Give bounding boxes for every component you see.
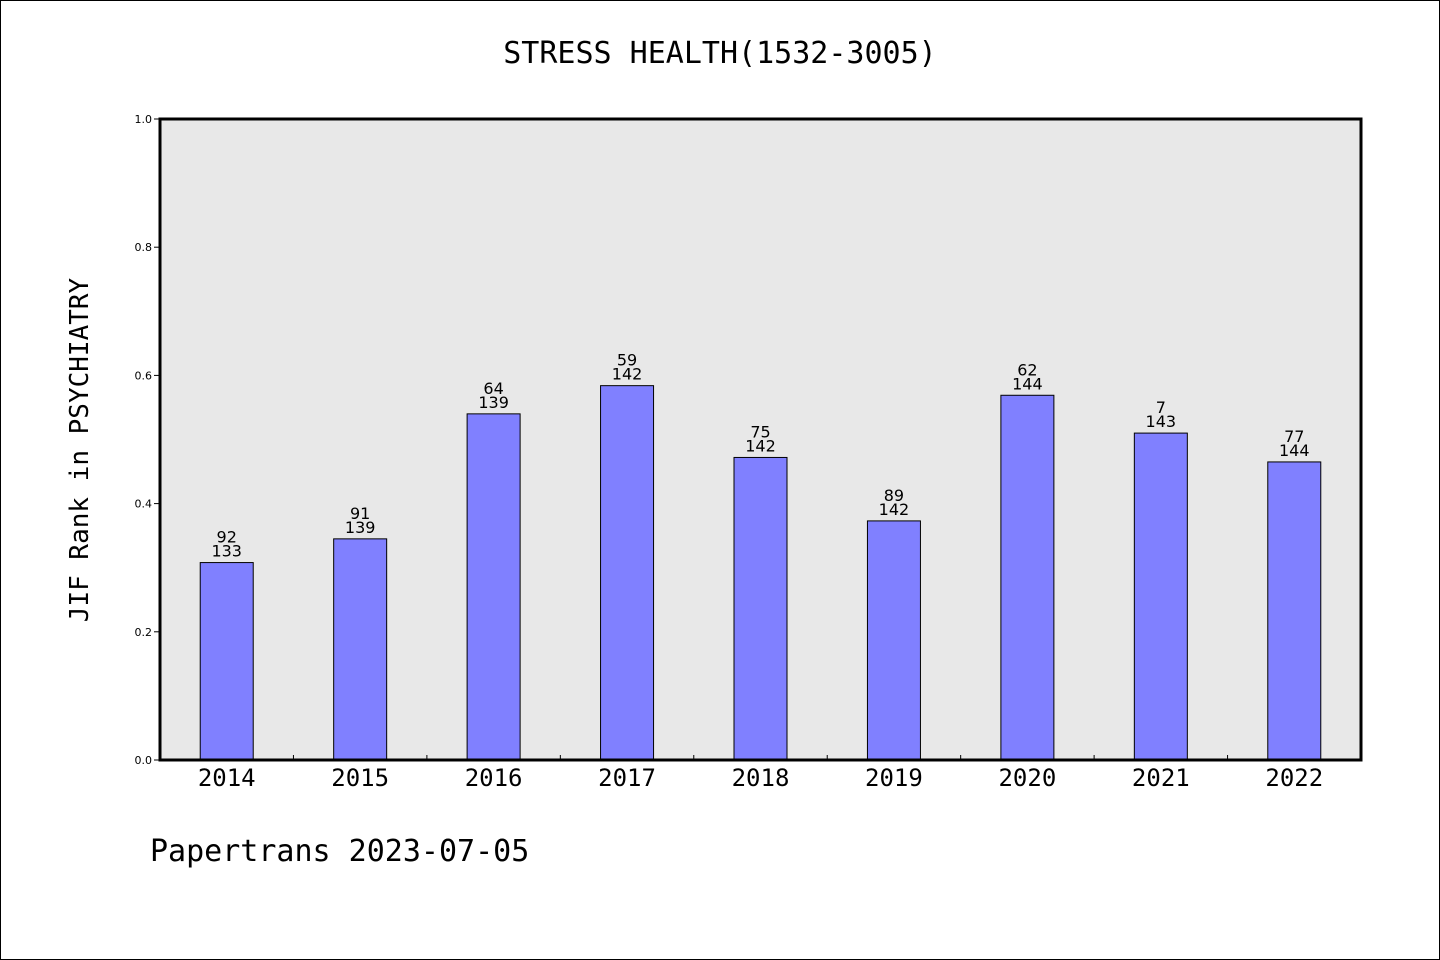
bar-2021: [1133, 432, 1188, 761]
plot-border: [158, 117, 1363, 762]
x-tick-label: 2019: [865, 764, 923, 792]
chart-title: STRESS HEALTH(1532-3005): [503, 36, 937, 71]
bar-total-label: 143: [1146, 412, 1177, 431]
bar-rank-label: 59: [617, 351, 637, 370]
x-tick-label: 2021: [1132, 764, 1190, 792]
bar-2022: [1267, 461, 1322, 761]
bar-total-label: 144: [1279, 441, 1310, 460]
y-tick-label: 0.2: [135, 626, 153, 639]
footer-text: Papertrans 2023-07-05: [150, 834, 530, 869]
x-tick-label: 2020: [998, 764, 1056, 792]
bar-rank-label: 91: [350, 504, 370, 523]
x-tick-label: 2014: [198, 764, 256, 792]
bar-rank-label: 62: [1017, 360, 1037, 379]
bar-rank-label: 64: [483, 379, 503, 398]
bar-total-label: 139: [345, 518, 376, 537]
x-tick-label: 2016: [465, 764, 523, 792]
y-tick-label: 0.8: [135, 241, 153, 254]
bar-total-label: 144: [1012, 374, 1043, 393]
x-tick-label: 2022: [1265, 764, 1323, 792]
x-tick-label: 2017: [598, 764, 656, 792]
bar-rank-label: 75: [750, 422, 770, 441]
bar-2018: [733, 456, 788, 761]
bar-2016: [466, 413, 521, 761]
bar-total-label: 142: [612, 365, 643, 384]
y-tick-label: 0.6: [135, 369, 153, 382]
bar-rank-label: 77: [1284, 427, 1304, 446]
bar-2019: [866, 520, 921, 761]
y-tick-label: 0.0: [135, 754, 153, 767]
bar-total-label: 139: [478, 393, 509, 412]
bar-total-label: 142: [879, 500, 910, 519]
bar-2015: [333, 538, 388, 761]
bar-rank-label: 89: [884, 486, 904, 505]
bar-2014: [199, 562, 254, 761]
y-tick-label: 1.0: [135, 113, 153, 126]
bar-total-label: 133: [211, 542, 242, 561]
x-tick-label: 2018: [732, 764, 790, 792]
y-tick-label: 0.4: [135, 498, 153, 511]
bar-2020: [1000, 394, 1055, 761]
x-tick-label: 2015: [331, 764, 389, 792]
bar-total-label: 142: [745, 436, 776, 455]
bar-rank-label: 7: [1156, 398, 1166, 417]
bar-rank-label: 92: [217, 528, 237, 547]
bar-2017: [600, 385, 655, 761]
